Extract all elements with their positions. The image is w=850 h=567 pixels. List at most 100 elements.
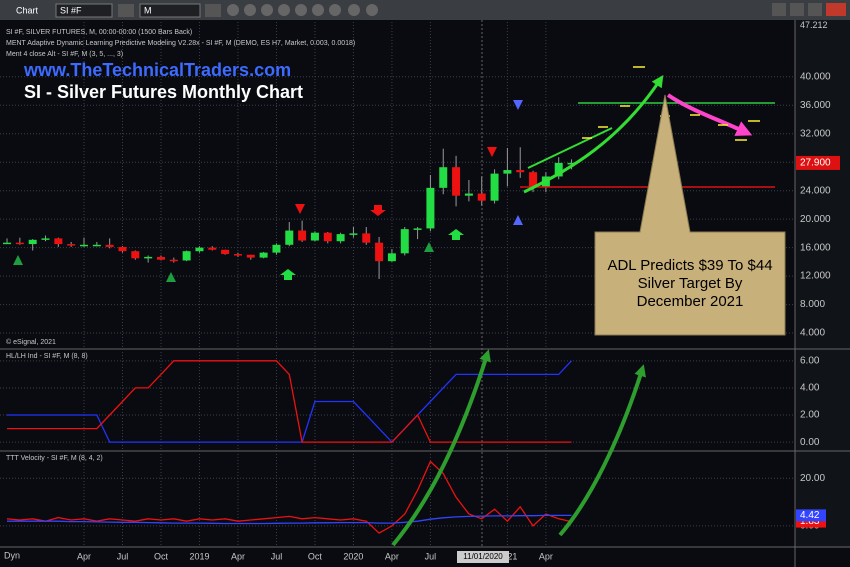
- candle-body: [529, 172, 538, 188]
- close[interactable]: [826, 3, 846, 16]
- axis-max-label: 47.212: [800, 20, 828, 30]
- candle-body: [246, 254, 255, 258]
- y-tick-label: 40.000: [800, 71, 831, 82]
- candle-body: [15, 242, 24, 245]
- crosshair-date-box: [457, 551, 509, 563]
- x-tick-label: Oct: [308, 551, 323, 561]
- candle-body: [375, 242, 384, 262]
- candle-body: [298, 230, 307, 241]
- interval-box[interactable]: [139, 3, 201, 18]
- y-tick-label: 16.000: [800, 242, 831, 253]
- candle-body: [285, 230, 294, 245]
- x-tick-label: Apr: [231, 551, 245, 561]
- annotation-line: December 2021: [637, 293, 744, 310]
- y-tick-label: 24.000: [800, 185, 831, 196]
- candle-body: [516, 170, 525, 173]
- candle-body: [233, 254, 242, 256]
- candle-body: [28, 239, 37, 245]
- x-tick-label: 2019: [189, 551, 209, 561]
- projection-arrow: [523, 75, 664, 194]
- candle-body: [477, 193, 486, 201]
- candle-body: [464, 193, 473, 196]
- projection-arrow: [666, 93, 753, 136]
- annotation-line: ADL Predicts $39 To $44: [607, 257, 772, 274]
- app-label: Chart: [16, 5, 39, 15]
- symbol-box[interactable]: [55, 3, 113, 18]
- candle-body: [413, 228, 422, 230]
- y-tick-label: 36.000: [800, 100, 831, 111]
- y-tick-label: 8.000: [800, 299, 825, 310]
- maximize[interactable]: [790, 3, 804, 16]
- panel-title: HL/LH Ind - SI #F, M (8, 8): [6, 353, 88, 360]
- candle-body: [490, 173, 499, 201]
- series-line: [7, 514, 572, 525]
- candle-body: [349, 233, 358, 235]
- candle-body: [426, 187, 435, 229]
- toolbar-button[interactable]: [205, 4, 221, 17]
- site: www.TheTechnicalTraders.com: [23, 60, 291, 80]
- candle-body: [208, 247, 217, 250]
- x-tick-label: Apr: [385, 551, 399, 561]
- minimize[interactable]: [772, 3, 786, 16]
- plot: AprJulOct2019AprJulOct2020AprJul2021Apr4…: [0, 20, 840, 561]
- restore[interactable]: [808, 3, 822, 16]
- y-tick-label: 6.00: [800, 355, 820, 366]
- momentum-arrow: [558, 364, 646, 537]
- candle-body: [362, 233, 371, 243]
- y-tick-label: 20.00: [800, 473, 825, 484]
- series-line: [6, 460, 572, 534]
- interval[interactable]: M: [144, 5, 152, 15]
- value-label-box: [796, 509, 826, 522]
- signal-markers: [13, 100, 523, 282]
- candle-body: [400, 229, 409, 254]
- candle-body: [80, 244, 88, 247]
- copyright: © eSignal, 2021: [6, 338, 56, 346]
- candle-body: [67, 244, 76, 246]
- title: SI - Silver Futures Monthly Chart: [24, 82, 303, 102]
- candle-body: [54, 238, 63, 245]
- last-price-box: [796, 155, 840, 170]
- x-tick-label: Jul: [271, 551, 283, 561]
- y-tick-label: 0.00: [800, 437, 820, 448]
- candle-body: [156, 256, 165, 260]
- x-tick-label: 2020: [343, 551, 363, 561]
- x-tick-label: Apr: [77, 551, 91, 561]
- candle-body: [452, 167, 461, 196]
- y-tick-label: 32.000: [800, 128, 831, 139]
- x-tick-label: Oct: [154, 551, 169, 561]
- candle-body: [105, 244, 114, 247]
- y-tick-label: 4.000: [800, 328, 825, 339]
- candle-body: [259, 252, 268, 258]
- annotation-box: [594, 94, 786, 336]
- candle-body: [182, 251, 191, 261]
- x-tick-label: Apr: [539, 551, 553, 561]
- candle-body: [387, 253, 396, 262]
- x-tick-label: Jul: [425, 551, 437, 561]
- candle-body: [195, 247, 204, 252]
- candle-body: [272, 244, 281, 253]
- panel-title: TTT Velocity - SI #F, M (8, 4, 2): [6, 455, 103, 462]
- toolbar-button[interactable]: [118, 4, 134, 17]
- corner-label: Dyn: [4, 550, 20, 560]
- candle-body: [3, 242, 12, 245]
- toolbar-icons[interactable]: [227, 4, 378, 16]
- candle-body: [118, 246, 127, 252]
- candle-body: [567, 162, 576, 165]
- y-tick-label: 4.00: [800, 383, 820, 394]
- candle-body: [144, 256, 153, 259]
- candle-body: [92, 244, 101, 247]
- candle-body: [554, 162, 563, 177]
- y-tick-label: 2.00: [800, 410, 820, 421]
- legend-line: MENT Adaptive Dynamic Learning Predictiv…: [6, 40, 355, 47]
- legend-line: Ment 4 close Alt - SI #F, M (3, 5, ..., …: [6, 51, 123, 58]
- projection-line: [527, 127, 613, 169]
- value-label: 1.83: [800, 516, 820, 527]
- symbol[interactable]: SI #F: [60, 5, 82, 15]
- series-line: [7, 360, 572, 443]
- candle-body: [221, 249, 230, 255]
- price-axis-bg: [795, 20, 850, 548]
- y-tick-label: 20.000: [800, 214, 831, 225]
- crosshair-date: 11/01/2020: [463, 552, 503, 561]
- value-label: 4.42: [800, 510, 820, 521]
